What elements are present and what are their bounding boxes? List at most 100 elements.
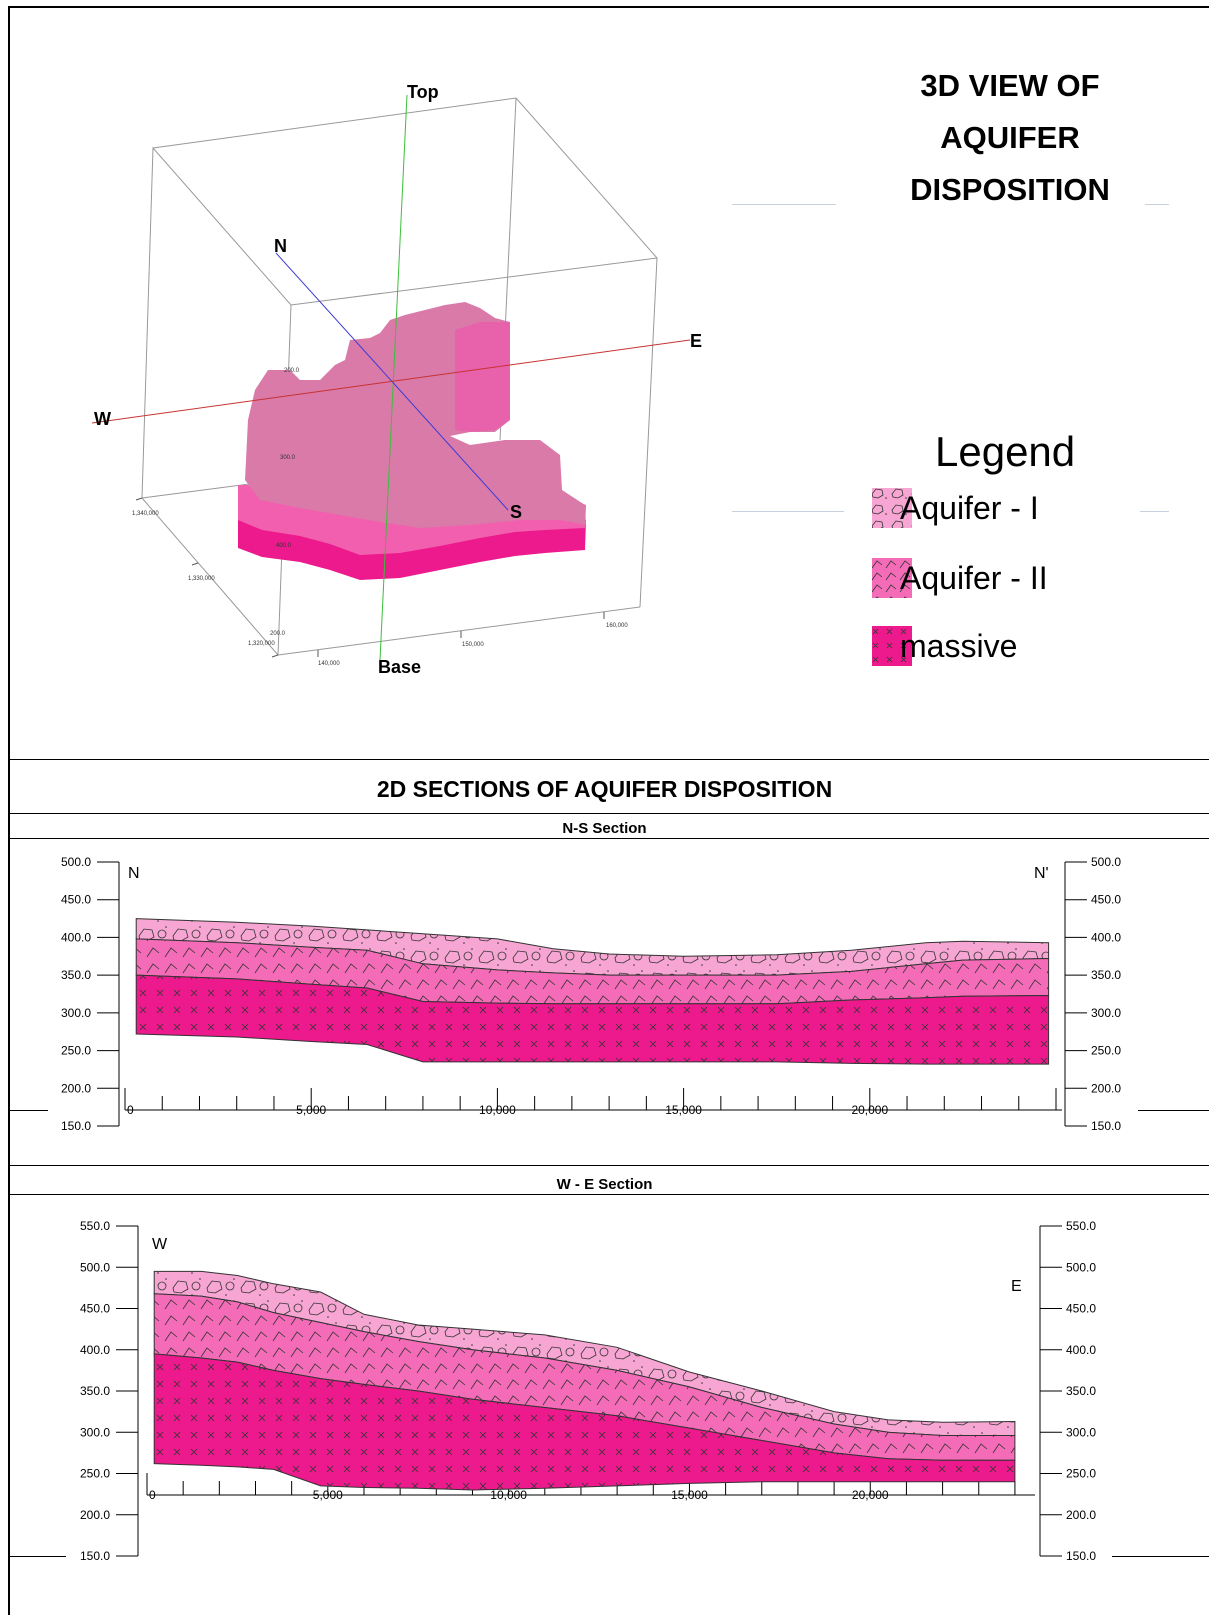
y-tick-label-left: 350.0: [80, 1384, 110, 1398]
east-label: E: [690, 331, 702, 351]
we-side-rule-left: [8, 1556, 66, 1557]
legend-swatches: [872, 488, 912, 666]
y-tick-label-right: 300.0: [1091, 1006, 1121, 1020]
page-frame: [8, 6, 1209, 1615]
y-tick-label-right: 500.0: [1066, 1260, 1096, 1274]
layer-massive: [135, 974, 1050, 1065]
y-tick-label-left: 200.0: [61, 1081, 91, 1095]
y-tick-label-left: 500.0: [61, 855, 91, 869]
y-tick-label-right: 300.0: [1066, 1425, 1096, 1439]
y-tick-label-right: 500.0: [1091, 855, 1121, 869]
divider-3d-sections: [8, 759, 1209, 760]
y-tick-label-right: 400.0: [1066, 1343, 1096, 1357]
x-tick-label: 0: [149, 1488, 156, 1502]
divider-ns-title: [8, 838, 1209, 839]
vertical-axis-line: [379, 94, 408, 661]
y-tick-label-left: 400.0: [61, 930, 91, 944]
y-tick-label-left: 450.0: [80, 1302, 110, 1316]
layer-massive: [153, 1353, 1016, 1491]
legend-swatch-massive: [872, 626, 912, 666]
y-tick-label-left: 150.0: [80, 1549, 110, 1563]
north-label: N: [274, 236, 287, 256]
y-tick-label-left: 300.0: [80, 1425, 110, 1439]
y-tick-label-right: 550.0: [1066, 1219, 1096, 1233]
depth-tick-1: 300.0: [280, 455, 296, 461]
rule-title-left: [732, 204, 836, 205]
northing-tick-1: 1,330,000: [188, 576, 215, 582]
south-label: S: [510, 502, 522, 522]
depth-tick-0: 200.0: [284, 368, 300, 374]
legend-label-massive: massive: [900, 628, 1018, 664]
y-tick-label-right: 250.0: [1066, 1467, 1096, 1481]
view3d-title-line-3: DISPOSITION: [910, 172, 1110, 207]
y-tick-label-left: 450.0: [61, 893, 91, 907]
section-start-label: W: [152, 1236, 168, 1253]
aquifer-3d-view: Top Base N S E W 200.0 300.0 400.0 200.0…: [91, 82, 702, 677]
legend-label-aquifer-ii: Aquifer - II: [900, 560, 1048, 596]
we-side-rule-right: [1112, 1556, 1209, 1557]
y-tick-label-left: 500.0: [80, 1260, 110, 1274]
y-tick-label-left: 150.0: [61, 1119, 91, 1133]
depth-tick-3: 200.0: [270, 631, 286, 637]
y-tick-label-left: 350.0: [61, 968, 91, 982]
section-start-label: N: [128, 865, 140, 882]
legend-swatch-aquifer-i: [872, 488, 912, 528]
x-tick-label: 15,000: [671, 1488, 708, 1502]
easting-tick-1: 150,000: [462, 642, 484, 648]
bounding-cube: [141, 97, 658, 656]
3d-tick-labels: 200.0 300.0 400.0 200.0 1,340,000 1,330,…: [132, 368, 628, 667]
x-tick-label: 5,000: [296, 1103, 326, 1117]
y-tick-label-left: 250.0: [80, 1467, 110, 1481]
y-tick-label-right: 250.0: [1091, 1044, 1121, 1058]
rule-legend-right: [1140, 511, 1169, 512]
rule-legend-left: [732, 511, 844, 512]
legend-label-aquifer-i: Aquifer - I: [900, 490, 1039, 526]
northing-tick-2: 1,320,000: [248, 641, 275, 647]
divider-heading: [8, 813, 1209, 814]
x-tick-label: 15,000: [665, 1103, 702, 1117]
rule-title-right: [1145, 204, 1169, 205]
legend-swatch-aquifer-ii: [872, 558, 912, 598]
y-tick-label-right: 150.0: [1066, 1549, 1096, 1563]
view3d-title-line-2: AQUIFER: [940, 120, 1080, 155]
west-east-axis-line: [91, 339, 691, 424]
easting-tick-2: 160,000: [606, 623, 628, 629]
y-tick-label-left: 200.0: [80, 1508, 110, 1522]
y-tick-label-right: 400.0: [1091, 930, 1121, 944]
depth-tick-2: 400.0: [276, 543, 292, 549]
top-label: Top: [407, 82, 439, 102]
x-tick-label: 10,000: [479, 1103, 516, 1117]
base-label: Base: [378, 657, 421, 677]
y-tick-label-left: 250.0: [61, 1044, 91, 1058]
aquifer-3d-body: [238, 302, 586, 580]
ns-section-plot: 500.0 500.0 450.0 450.0 400.0 400.0 350.0 350.0…: [61, 855, 1121, 1133]
ns-section-title: N-S Section: [562, 820, 647, 837]
y-tick-label-right: 350.0: [1066, 1384, 1096, 1398]
x-tick-label: 5,000: [313, 1488, 343, 1502]
legend-title: Legend: [935, 428, 1076, 475]
y-tick-label-right: 200.0: [1091, 1081, 1121, 1095]
we-section-title: W - E Section: [556, 1176, 653, 1193]
divider-we-title: [8, 1194, 1209, 1195]
y-tick-label-right: 450.0: [1066, 1302, 1096, 1316]
x-tick-label: 10,000: [490, 1488, 527, 1502]
view3d-title: 3D VIEW OF AQUIFER DISPOSITION: [880, 60, 1140, 216]
y-tick-label-left: 300.0: [61, 1006, 91, 1020]
northing-tick-0: 1,340,000: [132, 511, 159, 517]
y-tick-label-left: 400.0: [80, 1343, 110, 1357]
x-tick-label: 20,000: [851, 1103, 888, 1117]
view3d-title-line-1: 3D VIEW OF: [920, 68, 1100, 103]
aquifer-i-3d-shade: [455, 322, 510, 432]
y-tick-label-right: 350.0: [1091, 968, 1121, 982]
x-tick-label: 20,000: [852, 1488, 889, 1502]
y-tick-label-right: 450.0: [1091, 893, 1121, 907]
y-tick-label-right: 150.0: [1091, 1119, 1121, 1133]
x-tick-label: 0: [127, 1103, 134, 1117]
section-end-label: N': [1034, 865, 1049, 882]
ns-side-rule-left: [8, 1110, 48, 1111]
divider-ns-we: [8, 1165, 1209, 1166]
section-end-label: E: [1011, 1278, 1022, 1295]
sections-heading: 2D SECTIONS OF AQUIFER DISPOSITION: [376, 776, 833, 802]
ns-side-rule-right: [1138, 1110, 1209, 1111]
